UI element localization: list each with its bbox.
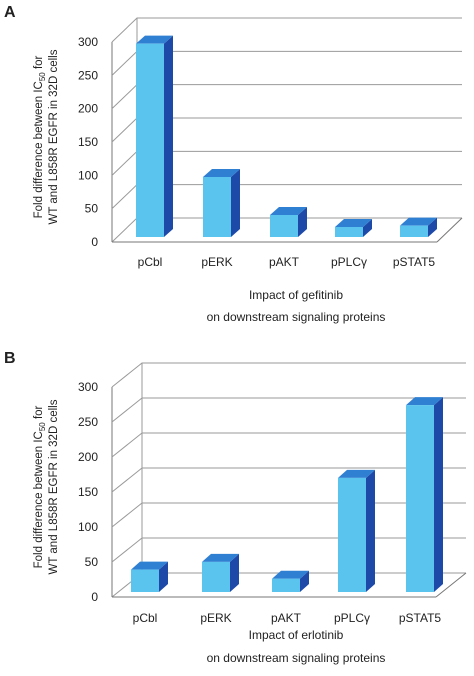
- bar-front: [338, 477, 366, 592]
- panel-label-b: B: [4, 350, 16, 367]
- y-axis-label-b-line1: Fold difference between IC50 for: [33, 405, 47, 568]
- gridline: [111, 432, 466, 458]
- bar-front: [400, 225, 428, 237]
- x-tick-label: pERK: [201, 255, 232, 269]
- bar-top: [202, 553, 239, 562]
- bar-side: [366, 469, 375, 592]
- gridline: [111, 17, 462, 43]
- bar-front: [270, 215, 298, 237]
- bar-side: [428, 217, 437, 237]
- x-tick-label: pSTAT5: [399, 611, 442, 625]
- y-tick-label: 250: [78, 415, 98, 429]
- y-tick-label: 200: [78, 102, 98, 116]
- bar-pCbl: [131, 561, 168, 592]
- y-axis-label-b: Fold difference between IC50 for WT and …: [33, 399, 60, 574]
- panel-b: B Fold difference between IC50 for WT an…: [4, 350, 467, 665]
- gridline: [111, 362, 466, 388]
- bar-pAKT: [270, 207, 307, 237]
- bar-side: [300, 570, 309, 592]
- bars-b: [131, 397, 443, 592]
- x-tick-label: pPLCγ: [334, 611, 370, 625]
- bar-top: [338, 469, 375, 478]
- x-axis-label-a-line1: Impact of gefitinib: [249, 288, 343, 302]
- y-tick-label: 100: [78, 520, 98, 534]
- bar-side: [363, 219, 372, 237]
- gridline: [111, 397, 466, 423]
- floor-right-edge: [436, 217, 463, 243]
- x-tick-label: pCbl: [138, 255, 163, 269]
- x-axis-label-b-line1: Impact of erlotinib: [249, 628, 344, 642]
- bar-front: [131, 569, 159, 592]
- x-tick-label: pPLCγ: [331, 255, 367, 269]
- y-tick-label: 0: [91, 235, 98, 249]
- bars-a: [136, 35, 437, 237]
- bar-top: [272, 570, 309, 579]
- y-tick-label: 300: [78, 380, 98, 394]
- x-axis-label-a-line2: on downstream signaling proteins: [207, 310, 386, 324]
- bar-pERK: [202, 553, 239, 592]
- bar-side: [434, 397, 443, 592]
- panel-label-a: A: [4, 4, 16, 21]
- bar-pCbl: [136, 35, 173, 237]
- bar-front: [136, 43, 164, 237]
- panel-a: A Fold difference between IC50 for WT an…: [4, 4, 463, 324]
- bar-front: [203, 177, 231, 237]
- bar-pERK: [203, 169, 240, 237]
- bar-side: [230, 553, 239, 592]
- x-tick-label: pERK: [200, 611, 231, 625]
- y-tick-label: 200: [78, 450, 98, 464]
- y-tick-label: 150: [78, 485, 98, 499]
- y-tick-label: 100: [78, 168, 98, 182]
- bar-top: [400, 217, 437, 226]
- bar-pSTAT5: [400, 217, 437, 237]
- y-tick-label: 250: [78, 68, 98, 82]
- bar-front: [272, 578, 300, 592]
- x-tick-label: pSTAT5: [393, 255, 436, 269]
- bar-side: [231, 169, 240, 237]
- x-tick-label: pCbl: [133, 611, 158, 625]
- y-axis-label-a: Fold difference between IC50 for WT and …: [33, 49, 60, 224]
- bar-front: [406, 405, 434, 592]
- bar-top: [406, 397, 443, 406]
- y-tick-label: 150: [78, 135, 98, 149]
- bar-pSTAT5: [406, 397, 443, 592]
- x-categories-a: pCbl pERK pAKT pPLCγ pSTAT5: [138, 255, 436, 269]
- bar-top: [131, 561, 168, 570]
- bar-pPLCγ: [335, 219, 372, 237]
- bar-front: [202, 561, 230, 592]
- bar-pPLCγ: [338, 469, 375, 592]
- bar-top: [136, 35, 173, 44]
- y-axis-label-b-line2: WT and L858R EGFR in 32D cells: [48, 399, 60, 574]
- y-ticks-a: 0 50 100 150 200 250 300: [78, 35, 98, 249]
- bar-pAKT: [272, 570, 309, 592]
- bar-side: [298, 207, 307, 237]
- floor-right-edge: [435, 572, 467, 598]
- y-tick-label: 300: [78, 35, 98, 49]
- bar-side: [164, 35, 173, 237]
- bar-front: [335, 227, 363, 237]
- y-tick-label: 50: [85, 202, 99, 216]
- bar-top: [203, 169, 240, 177]
- bar-side: [159, 561, 168, 592]
- bar-top: [270, 207, 307, 215]
- y-axis-label-a-line2: WT and L858R EGFR in 32D cells: [48, 49, 60, 224]
- bar-top: [335, 219, 372, 227]
- x-categories-b: pCbl pERK pAKT pPLCγ pSTAT5: [133, 611, 442, 625]
- gridline: [111, 467, 466, 493]
- x-tick-label: pAKT: [271, 611, 302, 625]
- x-axis-label-b-line2: on downstream signaling proteins: [207, 651, 386, 665]
- y-tick-label: 50: [85, 555, 99, 569]
- y-tick-label: 0: [91, 590, 98, 604]
- y-axis-label-a-line1: Fold difference between IC50 for: [33, 55, 47, 218]
- y-ticks-b: 0 50 100 150 200 250 300: [78, 380, 98, 604]
- x-tick-label: pAKT: [269, 255, 300, 269]
